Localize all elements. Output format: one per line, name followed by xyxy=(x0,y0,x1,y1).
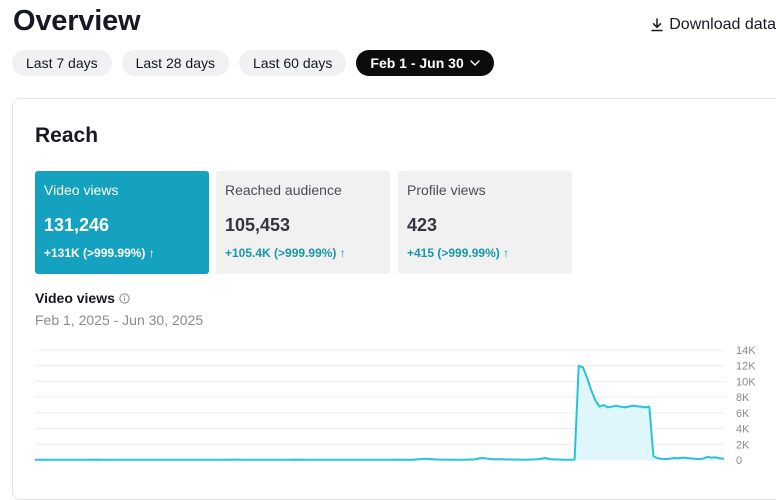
reach-section-title: Reach xyxy=(35,124,99,147)
y-tick-label: 4K xyxy=(736,424,750,436)
video-views-line[interactable] xyxy=(35,364,725,461)
metric-card-video-views[interactable]: Video views 131,246 +131K (>999.99%) ↑ xyxy=(35,171,209,274)
download-data-label: Download data xyxy=(669,16,776,33)
info-icon[interactable] xyxy=(119,292,130,304)
page-title: Overview xyxy=(13,5,141,37)
range-last-60-days-button[interactable]: Last 60 days xyxy=(239,50,347,76)
range-last-28-days-button[interactable]: Last 28 days xyxy=(121,50,229,76)
metric-value: 423 xyxy=(407,215,438,235)
metric-label: Video views xyxy=(44,182,119,198)
chart-title: Video views xyxy=(35,290,130,306)
metric-value: 105,453 xyxy=(225,215,291,235)
y-tick-label: 10K xyxy=(736,376,756,388)
y-tick-label: 6K xyxy=(736,408,750,420)
y-tick-label: 2K xyxy=(736,439,750,451)
video-views-area xyxy=(35,365,724,460)
y-tick-label: 14K xyxy=(736,345,756,357)
download-data-button[interactable]: Download data xyxy=(651,16,776,34)
chart-title-label: Video views xyxy=(35,290,115,306)
custom-range-dropdown[interactable]: Feb 1 - Jun 30 xyxy=(356,50,494,76)
y-tick-label: 0 xyxy=(736,455,742,467)
video-views-chart: 14K 12K 10K 8K 6K 4K 2K 0 xyxy=(35,345,756,467)
metric-card-reached-audience[interactable]: Reached audience 105,453 +105.4K (>999.9… xyxy=(216,171,390,274)
metric-change: +131K (>999.99%) ↑ xyxy=(44,246,155,260)
metric-change: +105.4K (>999.99%) ↑ xyxy=(225,246,346,260)
y-tick-label: 12K xyxy=(736,361,756,373)
y-tick-label: 8K xyxy=(736,392,750,404)
custom-range-label: Feb 1 - Jun 30 xyxy=(370,55,464,71)
metric-label: Reached audience xyxy=(225,182,342,198)
date-range-selector: Last 7 days Last 28 days Last 60 days Fe… xyxy=(12,50,494,76)
download-icon xyxy=(651,18,663,32)
metric-change: +415 (>999.99%) ↑ xyxy=(407,246,510,260)
metric-value: 131,246 xyxy=(44,215,110,235)
range-last-7-days-button[interactable]: Last 7 days xyxy=(12,50,112,76)
metric-label: Profile views xyxy=(407,182,486,198)
metric-card-profile-views[interactable]: Profile views 423 +415 (>999.99%) ↑ xyxy=(398,171,572,274)
chevron-down-icon xyxy=(470,60,480,66)
chart-date-range: Feb 1, 2025 - Jun 30, 2025 xyxy=(35,312,204,328)
